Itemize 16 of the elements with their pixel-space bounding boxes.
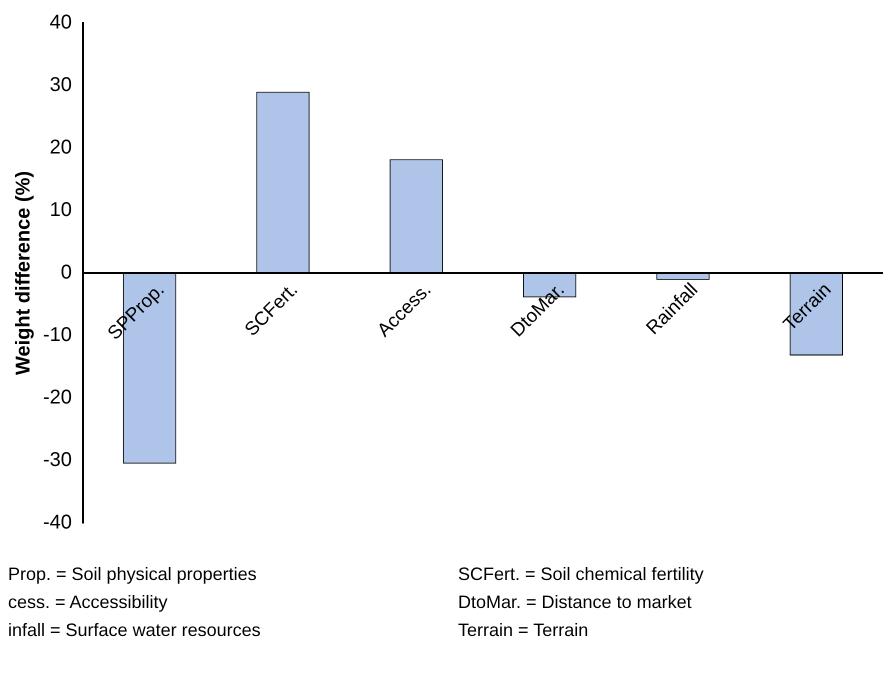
y-tick-label: -10: [43, 324, 72, 346]
y-axis-title: Weight difference (%): [12, 170, 35, 376]
y-tick-label: 40: [50, 12, 72, 34]
text: cess. = Accessibility: [8, 591, 169, 614]
y-tick-label: 10: [50, 199, 72, 222]
text: Terrain = Terrain: [458, 619, 590, 642]
text: infall = Surface water resources: [8, 619, 262, 642]
y-tick-label: 30: [50, 74, 72, 96]
y-tick-label: 0: [60, 262, 72, 284]
y-tick-label: -40: [43, 512, 72, 534]
y-tick-label: -20: [43, 386, 72, 409]
y-tick-label: -30: [43, 449, 72, 472]
y-tick-label: 20: [50, 136, 72, 159]
text: DtoMar. = Distance to market: [458, 591, 693, 614]
text: SCFert. = Soil chemical fertility: [458, 563, 705, 586]
text: Prop. = Soil physical properties: [8, 563, 258, 586]
